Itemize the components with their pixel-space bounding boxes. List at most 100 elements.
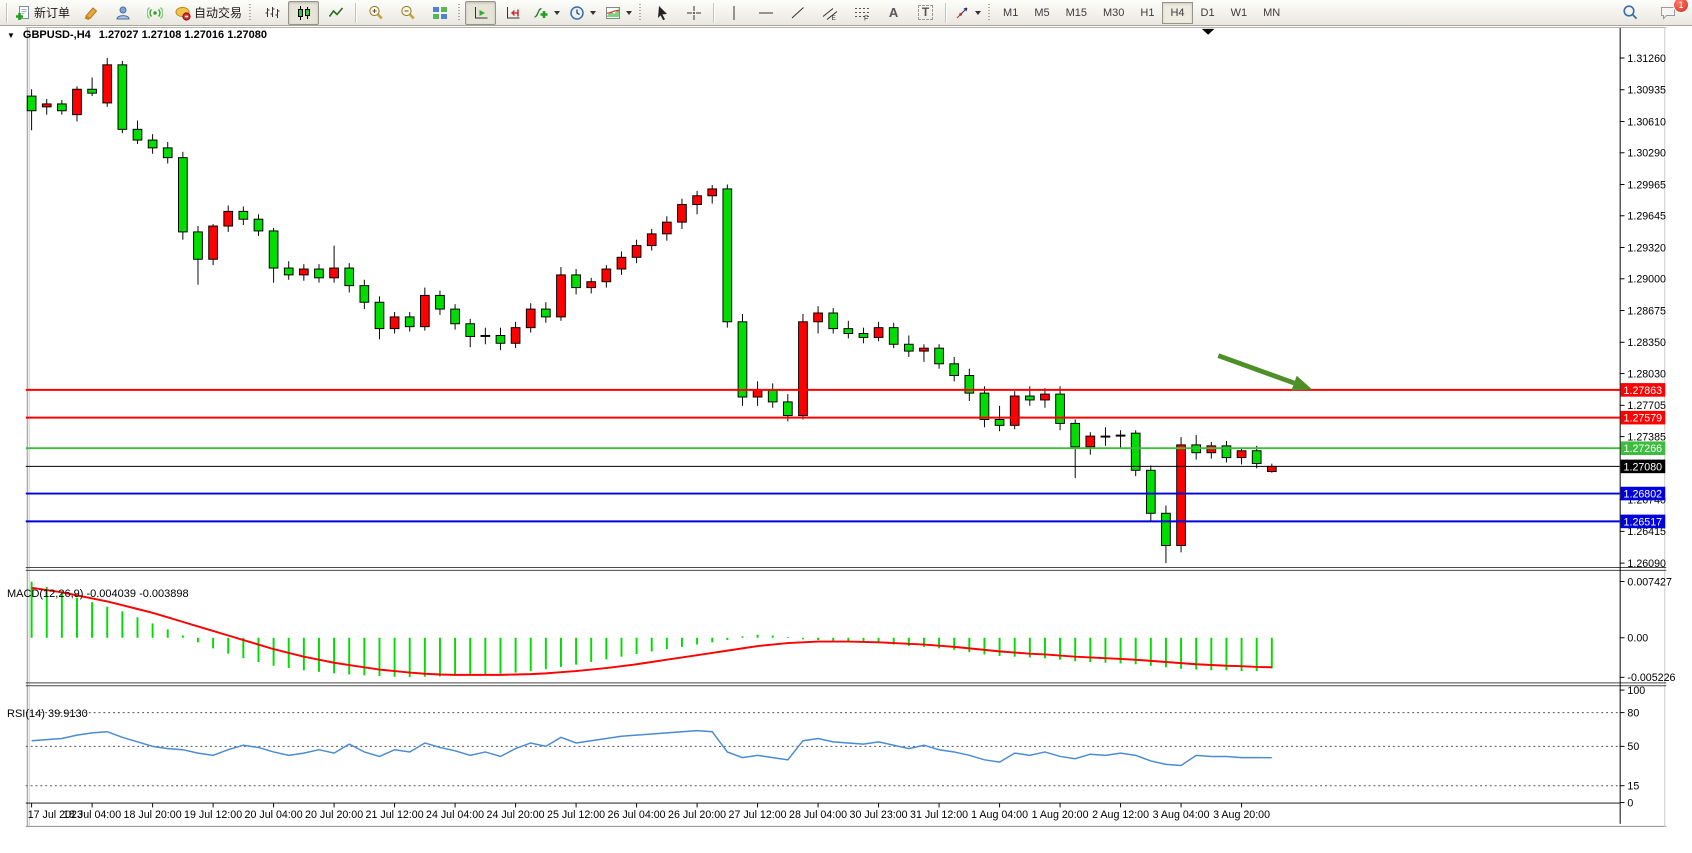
chart-shift-marker[interactable] <box>1201 28 1215 35</box>
auto-scroll-button[interactable] <box>465 0 497 25</box>
candle[interactable] <box>314 268 324 279</box>
candle[interactable] <box>692 195 702 206</box>
candle[interactable] <box>329 267 339 279</box>
signal-button[interactable] <box>139 1 170 25</box>
candle[interactable] <box>1221 445 1232 459</box>
candle[interactable] <box>510 327 521 344</box>
timeframe-button-W1[interactable]: W1 <box>1230 6 1248 19</box>
toolbar-grip[interactable] <box>249 3 252 22</box>
candle[interactable] <box>117 64 128 130</box>
candle[interactable] <box>994 419 1005 426</box>
candle[interactable] <box>72 88 82 116</box>
chat-button[interactable]: 1 <box>1652 0 1689 25</box>
chart-shift-button[interactable] <box>497 1 528 25</box>
candle[interactable] <box>949 363 960 377</box>
zoom-out-button[interactable] <box>392 1 423 25</box>
candle[interactable] <box>586 281 597 289</box>
profile-button[interactable] <box>107 1 138 25</box>
candle[interactable] <box>979 392 990 420</box>
timeframe-button-M5[interactable]: M5 <box>1034 6 1050 19</box>
new-order-button[interactable]: 新订单 <box>11 1 74 25</box>
candle[interactable] <box>450 308 460 325</box>
candlestick-chart-button[interactable] <box>288 0 320 25</box>
candle[interactable] <box>1085 435 1096 448</box>
candle[interactable] <box>480 334 491 337</box>
candle[interactable] <box>283 267 294 276</box>
candle[interactable] <box>843 328 854 334</box>
vertical-line-tool-button[interactable] <box>718 1 749 25</box>
timeframe-button-M15[interactable]: M15 <box>1065 6 1087 19</box>
candle[interactable] <box>767 389 778 403</box>
candle[interactable] <box>556 274 566 318</box>
candle[interactable] <box>782 401 793 417</box>
candle[interactable] <box>525 308 536 329</box>
candle[interactable] <box>1161 512 1171 547</box>
candle[interactable] <box>631 245 642 258</box>
toolbar-grip[interactable] <box>639 3 642 22</box>
candle[interactable] <box>223 210 234 227</box>
fibonacci-tool-button[interactable]: F <box>846 1 877 25</box>
candle[interactable] <box>238 210 249 220</box>
candle[interactable] <box>147 139 158 149</box>
tile-windows-button[interactable] <box>424 1 455 25</box>
candle[interactable] <box>1115 434 1126 437</box>
timeframe-button-MN[interactable]: MN <box>1263 6 1281 19</box>
symbol-dropdown-icon[interactable]: ▼ <box>7 30 15 40</box>
candle[interactable] <box>661 221 672 235</box>
notification-badge[interactable]: 1 <box>1673 0 1689 13</box>
candle[interactable] <box>298 268 309 276</box>
candle[interactable] <box>707 188 718 197</box>
crosshair-button[interactable] <box>678 1 709 25</box>
bar-chart-button[interactable] <box>256 1 287 25</box>
text-tool-button[interactable]: A <box>878 1 909 25</box>
periods-button[interactable] <box>565 1 600 25</box>
candle[interactable] <box>1236 450 1247 459</box>
candle[interactable] <box>858 333 869 338</box>
chart-canvas[interactable]: 1.31260 1.30935 1.30610 1.30290 1.29965 1.296… <box>0 26 1692 853</box>
candle[interactable] <box>495 334 506 344</box>
candle[interactable] <box>208 225 218 260</box>
candle[interactable] <box>268 230 279 269</box>
horizontal-line-tool-button[interactable] <box>750 1 781 25</box>
candle[interactable] <box>465 323 476 337</box>
candle[interactable] <box>964 375 975 394</box>
toolbar-grip[interactable] <box>458 3 461 22</box>
candle[interactable] <box>178 157 188 233</box>
candle[interactable] <box>1100 435 1111 438</box>
trendline-tool-button[interactable] <box>782 1 813 25</box>
candle[interactable] <box>253 218 264 232</box>
candle[interactable] <box>571 274 581 289</box>
candle[interactable] <box>873 327 884 338</box>
candle[interactable] <box>1145 469 1156 514</box>
candle[interactable] <box>193 231 203 260</box>
candle[interactable] <box>813 312 823 323</box>
candle[interactable] <box>1009 395 1020 426</box>
text-label-tool-button[interactable]: T <box>910 1 941 25</box>
candle[interactable] <box>26 95 37 112</box>
arrow-annotation-head[interactable] <box>1291 375 1313 391</box>
search-button[interactable] <box>1615 1 1646 25</box>
candle[interactable] <box>722 188 733 323</box>
candle[interactable] <box>1024 395 1035 401</box>
candle[interactable] <box>737 321 748 398</box>
candle[interactable] <box>57 103 67 112</box>
candle[interactable] <box>646 233 657 247</box>
candle[interactable] <box>419 294 430 328</box>
candle[interactable] <box>1251 450 1262 464</box>
candle[interactable] <box>601 268 612 283</box>
candle[interactable] <box>359 285 370 303</box>
timeframe-button-M30[interactable]: M30 <box>1103 6 1125 19</box>
candle[interactable] <box>1130 432 1141 471</box>
auto-trading-button[interactable]: 自动交易 <box>171 1 246 25</box>
candle[interactable] <box>903 343 914 352</box>
candle[interactable] <box>540 308 551 318</box>
candle[interactable] <box>1176 444 1186 547</box>
timeframe-button-D1[interactable]: D1 <box>1200 6 1215 19</box>
candle[interactable] <box>162 147 173 159</box>
line-chart-button[interactable] <box>320 1 351 25</box>
templates-button[interactable] <box>601 1 636 25</box>
arrow-annotation[interactable] <box>1217 353 1295 386</box>
candle[interactable] <box>1206 445 1217 454</box>
candle[interactable] <box>1070 422 1081 448</box>
candle[interactable] <box>919 347 929 352</box>
